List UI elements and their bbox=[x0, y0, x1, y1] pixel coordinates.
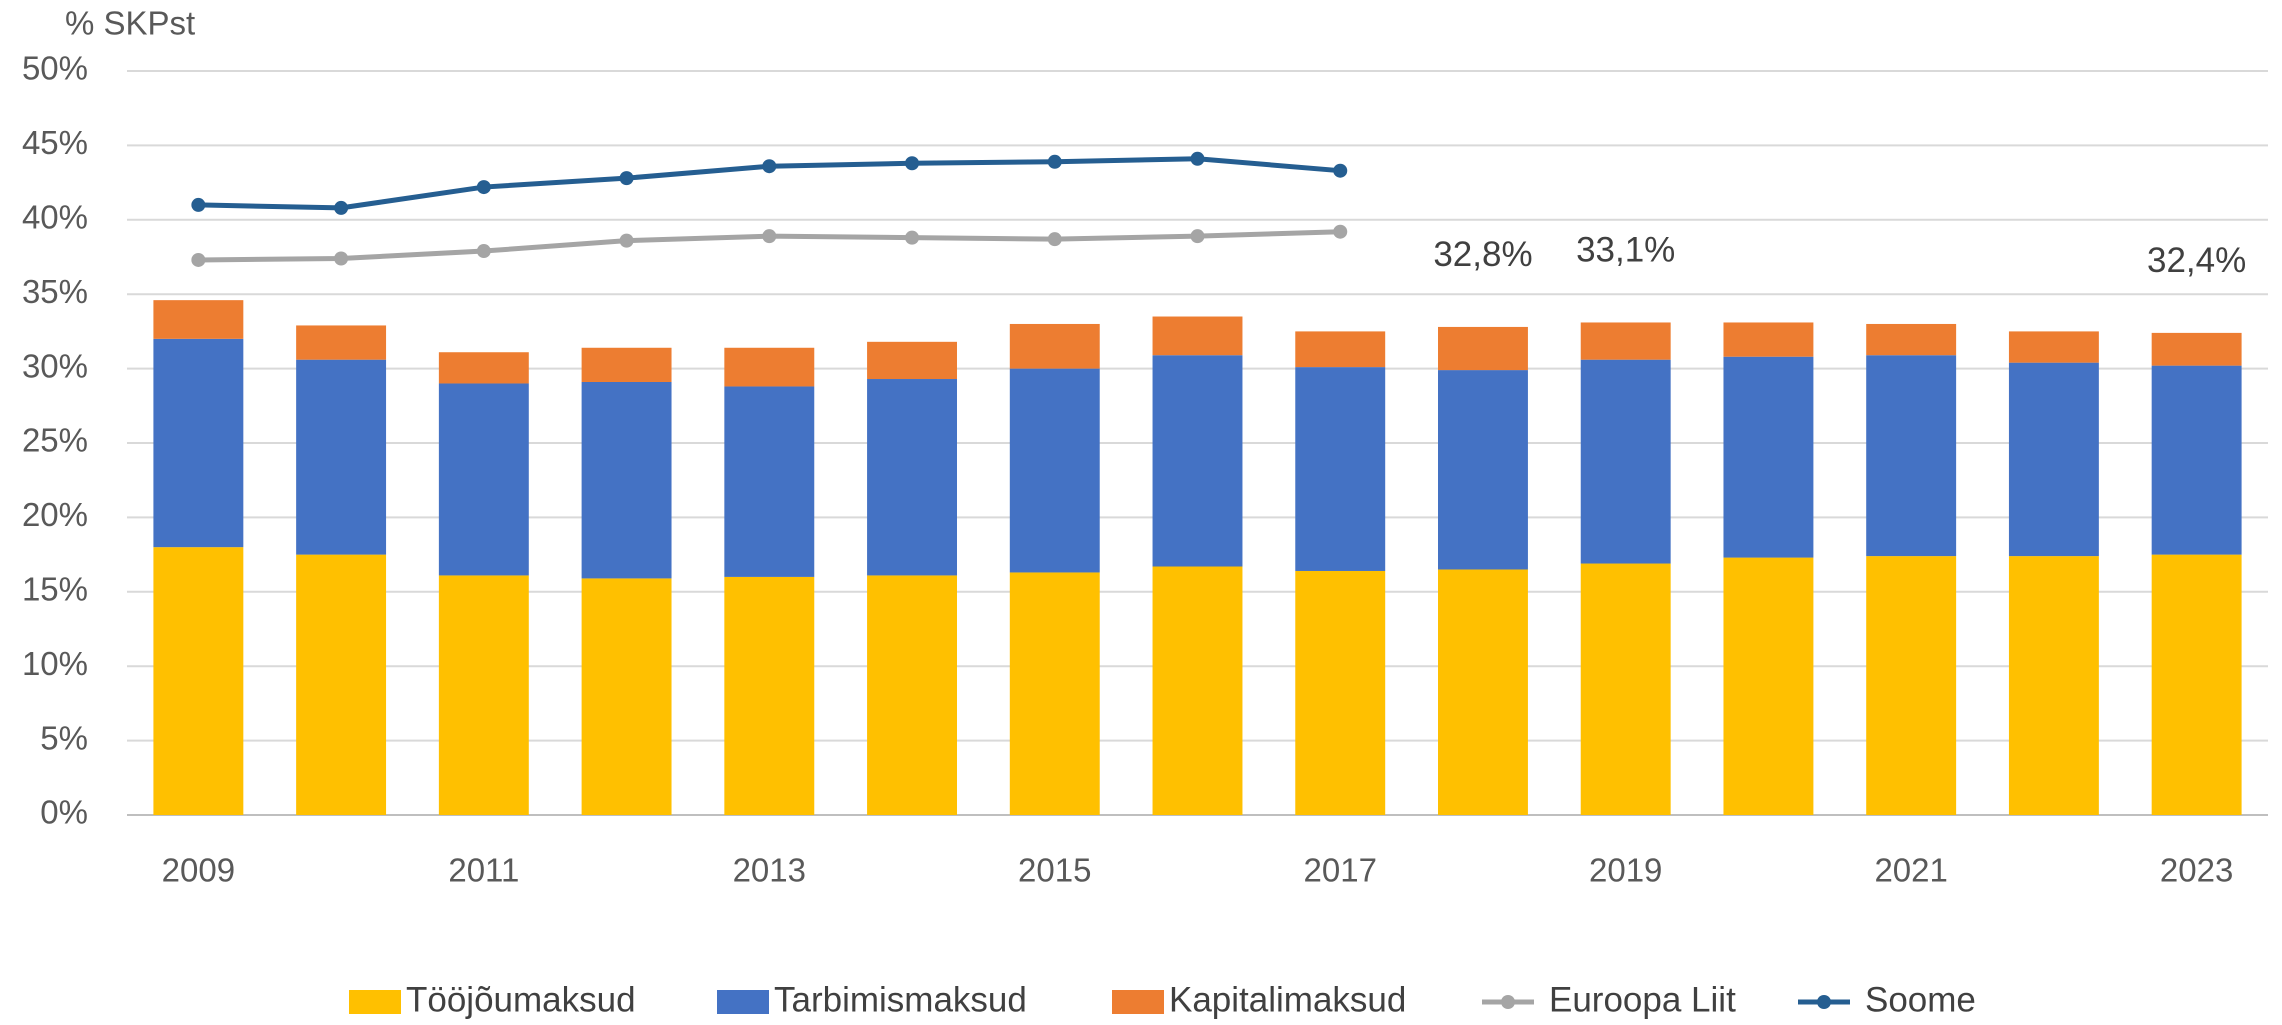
x-tick-label: 2019 bbox=[1589, 852, 1662, 889]
legend-label: Euroopa Liit bbox=[1549, 980, 1736, 1019]
bar-segment bbox=[2008, 331, 2099, 363]
line-marker bbox=[619, 171, 634, 186]
bar-segment bbox=[724, 347, 815, 387]
bar-segment bbox=[1580, 322, 1671, 360]
y-tick-label: 20% bbox=[22, 496, 88, 533]
line-marker bbox=[334, 200, 349, 215]
bar-segment bbox=[1866, 323, 1957, 356]
line-marker bbox=[905, 230, 920, 245]
bar-segment bbox=[1580, 563, 1671, 815]
bar-segment bbox=[1009, 368, 1100, 573]
total-label: 32,4% bbox=[2147, 241, 2246, 280]
legend-symbol bbox=[1817, 995, 1831, 1009]
legend-symbol bbox=[1112, 990, 1164, 1014]
bar-segment bbox=[153, 338, 244, 548]
bar-segment bbox=[2008, 362, 2099, 557]
legend-symbol bbox=[1501, 995, 1515, 1009]
bar-segment bbox=[581, 578, 672, 815]
legend-label: Soome bbox=[1865, 980, 1976, 1019]
bar-segment bbox=[1152, 355, 1243, 567]
line-marker bbox=[1190, 151, 1205, 166]
bar-segment bbox=[1723, 557, 1814, 815]
y-tick-label: 25% bbox=[22, 422, 88, 459]
x-tick-label: 2021 bbox=[1874, 852, 1947, 889]
legend-label: Tööjõumaksud bbox=[406, 980, 636, 1019]
y-tick-label: 10% bbox=[22, 645, 88, 682]
bar-segment bbox=[1723, 356, 1814, 558]
legend-symbol bbox=[349, 990, 401, 1014]
bar-segment bbox=[1295, 570, 1386, 815]
bar-segment bbox=[2008, 556, 2099, 815]
legend-label: Kapitalimaksud bbox=[1169, 980, 1406, 1019]
line-marker bbox=[476, 180, 491, 195]
y-tick-label: 40% bbox=[22, 199, 88, 236]
bar-segment bbox=[867, 575, 957, 815]
bar-segment bbox=[1009, 323, 1100, 369]
bar-segment bbox=[438, 352, 529, 384]
bar-segment bbox=[581, 347, 672, 382]
bar-segment bbox=[296, 359, 387, 555]
line-marker bbox=[191, 252, 206, 267]
y-tick-label: 0% bbox=[40, 794, 88, 831]
line-marker bbox=[762, 229, 777, 244]
bar-segment bbox=[724, 386, 815, 577]
line-marker bbox=[1047, 232, 1062, 247]
bar-segment bbox=[1723, 322, 1814, 357]
y-axis-title: % SKPst bbox=[65, 5, 195, 42]
line-marker bbox=[1333, 163, 1348, 178]
total-label: 32,8% bbox=[1433, 235, 1532, 274]
bar-segment bbox=[2151, 365, 2242, 555]
line-marker bbox=[1190, 229, 1205, 244]
line-marker bbox=[1333, 224, 1348, 239]
legend-label: Tarbimismaksud bbox=[774, 980, 1027, 1019]
x-tick-label: 2013 bbox=[733, 852, 806, 889]
line-marker bbox=[191, 197, 206, 212]
bar-segment bbox=[1866, 556, 1957, 815]
bar-segment bbox=[153, 547, 244, 815]
bar-segment bbox=[867, 379, 957, 576]
bar-segment bbox=[1438, 569, 1528, 815]
legend-symbol bbox=[717, 990, 769, 1014]
bar-segment bbox=[296, 554, 387, 815]
bar-segment bbox=[296, 325, 387, 360]
bar-segment bbox=[1295, 367, 1386, 571]
y-tick-label: 45% bbox=[22, 124, 88, 161]
bar-segment bbox=[1438, 326, 1528, 371]
bar-segment bbox=[867, 341, 957, 380]
y-tick-label: 15% bbox=[22, 571, 88, 608]
line-marker bbox=[476, 244, 491, 259]
bar-segment bbox=[724, 576, 815, 815]
bar-segment bbox=[1438, 370, 1528, 570]
bar-segment bbox=[438, 575, 529, 815]
line-marker bbox=[905, 156, 920, 171]
x-tick-label: 2023 bbox=[2160, 852, 2233, 889]
bar-segment bbox=[438, 383, 529, 576]
y-tick-label: 30% bbox=[22, 347, 88, 384]
line-marker bbox=[619, 233, 634, 248]
line-marker bbox=[1047, 154, 1062, 169]
bar-segment bbox=[1152, 566, 1243, 815]
total-label: 33,1% bbox=[1576, 231, 1675, 270]
bar-segment bbox=[2151, 554, 2242, 815]
bar-segment bbox=[153, 300, 244, 339]
y-tick-label: 50% bbox=[22, 50, 88, 87]
bar-segment bbox=[1866, 355, 1957, 557]
x-tick-label: 2011 bbox=[448, 852, 519, 889]
line-marker bbox=[334, 251, 349, 266]
x-tick-label: 2017 bbox=[1304, 852, 1377, 889]
x-tick-label: 2009 bbox=[162, 852, 235, 889]
bar-segment bbox=[581, 381, 672, 579]
line-marker bbox=[762, 159, 777, 174]
bar-segment bbox=[1009, 572, 1100, 815]
y-tick-label: 35% bbox=[22, 273, 88, 310]
bar-segment bbox=[1295, 331, 1386, 368]
x-tick-label: 2015 bbox=[1018, 852, 1091, 889]
y-tick-label: 5% bbox=[40, 719, 88, 756]
bar-segment bbox=[2151, 332, 2242, 366]
bar-segment bbox=[1152, 316, 1243, 356]
bar-segment bbox=[1580, 359, 1671, 564]
